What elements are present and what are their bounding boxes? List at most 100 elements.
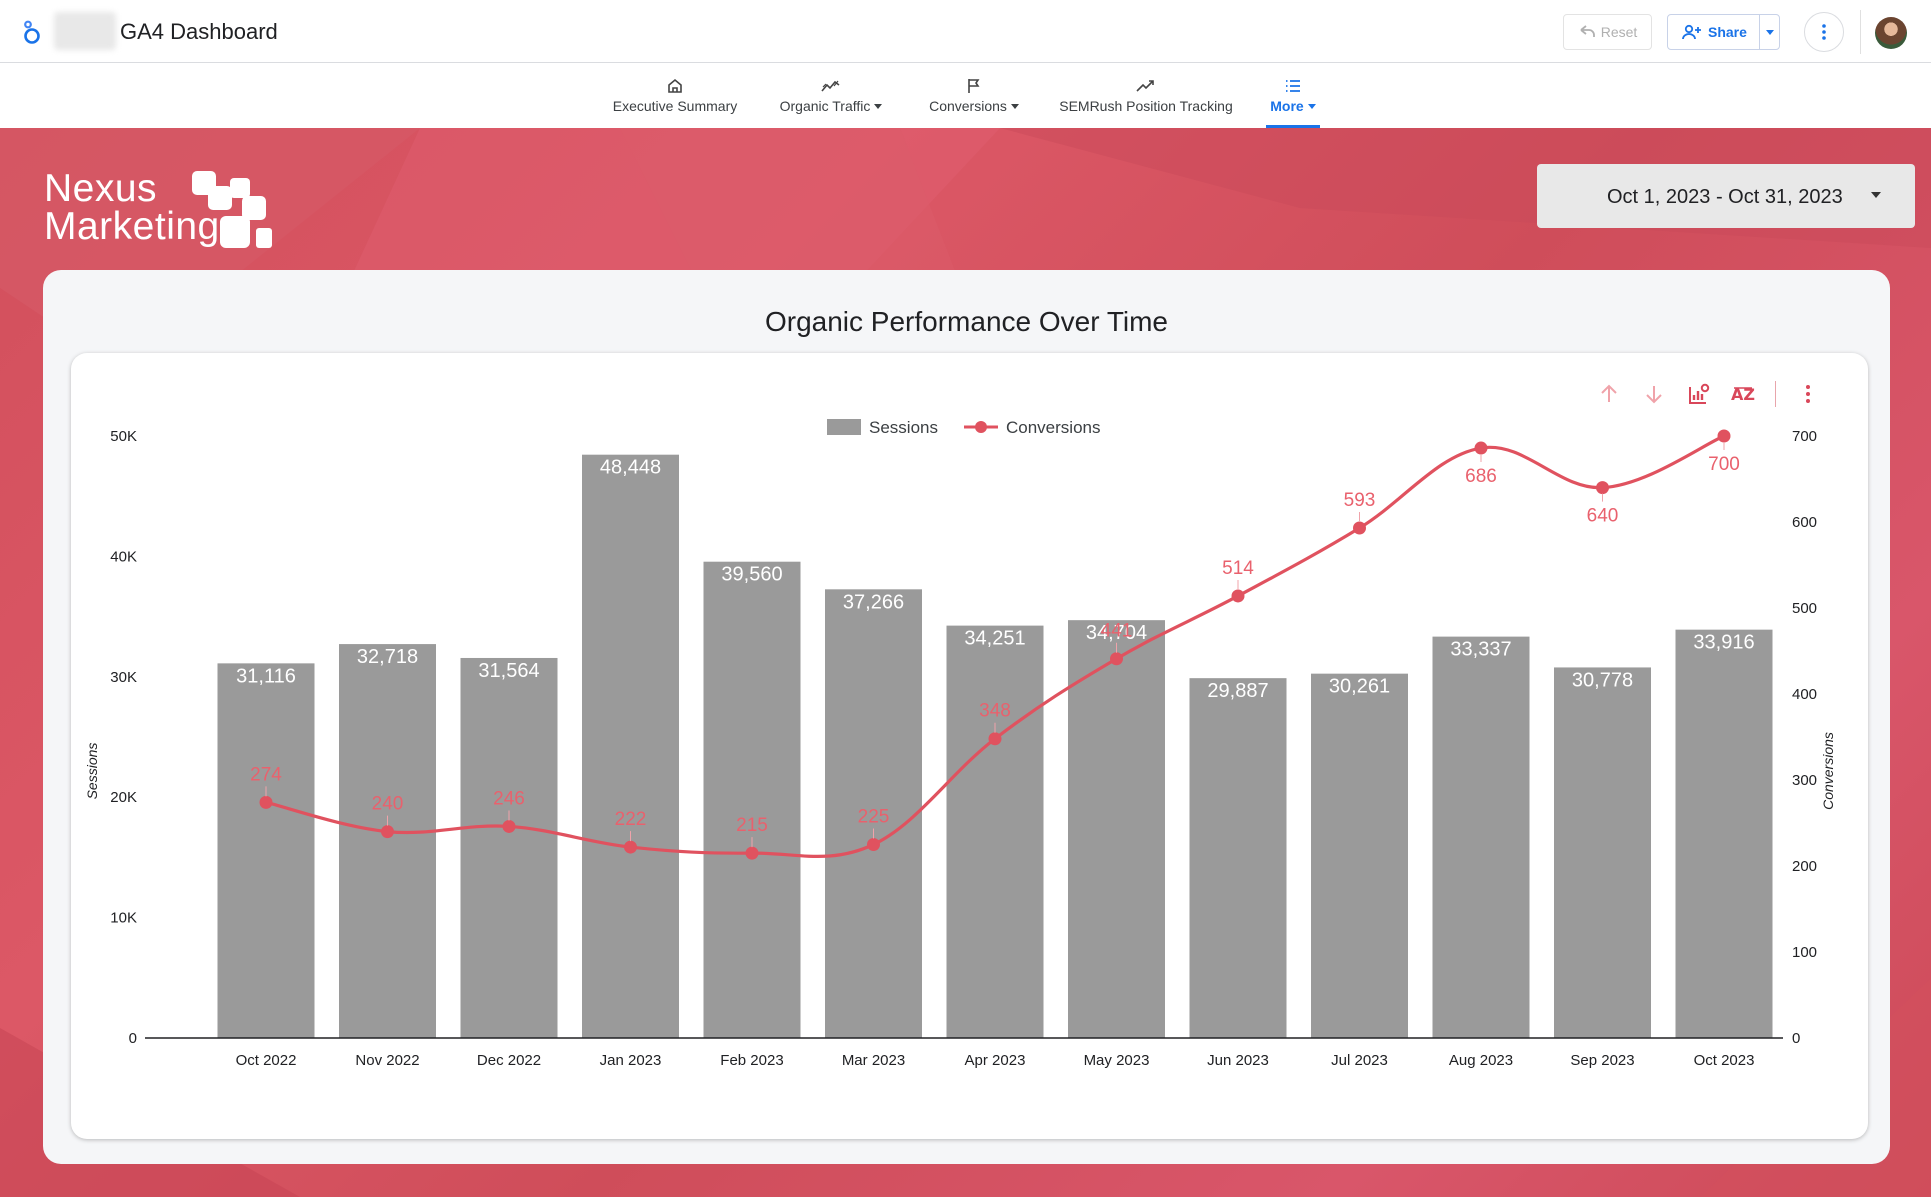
y-right-tick-label: 400 bbox=[1792, 686, 1817, 703]
trending-icon bbox=[821, 80, 840, 92]
chevron-down-icon bbox=[874, 103, 883, 109]
home-icon bbox=[668, 78, 682, 93]
y-right-axis-title: Conversions bbox=[1820, 732, 1836, 810]
conversions-value-label: 225 bbox=[858, 807, 890, 828]
bar-value-label: 34,704 bbox=[1086, 622, 1147, 644]
chart-card[interactable]: 0 10K 20K 30K 40K 50K 0 100 200 300 400 500 600 700 Se… bbox=[71, 353, 1868, 1139]
bar-value-label: 33,337 bbox=[1450, 639, 1511, 661]
bar-value-label: 39,560 bbox=[721, 564, 782, 586]
arrow-down-icon bbox=[1646, 386, 1662, 404]
bar-value-label: 33,916 bbox=[1693, 632, 1754, 654]
conversions-value-label: 640 bbox=[1587, 506, 1619, 527]
x-tick-label: Jul 2023 bbox=[1331, 1052, 1388, 1069]
y-left-tick-label: 10K bbox=[110, 910, 137, 927]
nav-label: More bbox=[1270, 98, 1304, 114]
conversions-point bbox=[381, 825, 394, 839]
nav-label: Conversions bbox=[929, 98, 1007, 114]
trending-up-icon bbox=[1136, 80, 1154, 92]
y-right-tick-label: 700 bbox=[1792, 428, 1817, 445]
conversions-value-label: 441 bbox=[1101, 621, 1133, 642]
y-right-tick-label: 100 bbox=[1792, 944, 1817, 961]
drill-down-button[interactable] bbox=[1681, 379, 1717, 409]
chart-menu-button[interactable] bbox=[1790, 379, 1826, 409]
workspace-name-blurred bbox=[54, 12, 116, 50]
x-tick-label: Feb 2023 bbox=[720, 1052, 783, 1069]
nav-tab-conversions[interactable]: Conversions bbox=[918, 64, 1030, 128]
nav-tab-semrush-position-tracking[interactable]: SEMRush Position Tracking bbox=[1054, 64, 1238, 128]
conversions-point bbox=[745, 846, 759, 860]
share-label: Share bbox=[1708, 24, 1747, 40]
more-options-button[interactable] bbox=[1804, 12, 1844, 52]
chart-toolbar: AZ bbox=[1591, 379, 1835, 409]
brand-name-line2: Marketing bbox=[44, 205, 220, 248]
conversions-value-label: 240 bbox=[372, 794, 404, 815]
conversions-point bbox=[502, 819, 516, 833]
y-left-tick-label: 50K bbox=[110, 428, 137, 445]
bar-value-label: 31,116 bbox=[236, 665, 296, 687]
bar-value-label: 32,718 bbox=[357, 646, 418, 668]
kebab-menu-icon bbox=[1822, 24, 1826, 40]
share-main-button[interactable]: Share bbox=[1668, 15, 1760, 49]
list-icon bbox=[1286, 80, 1300, 92]
share-button[interactable]: Share bbox=[1667, 14, 1780, 50]
share-dropdown-button[interactable] bbox=[1760, 29, 1779, 35]
reset-label: Reset bbox=[1600, 24, 1638, 40]
legend-label-conversions: Conversions bbox=[1006, 418, 1101, 437]
y-right-tick-label: 600 bbox=[1792, 514, 1817, 531]
conversions-value-label: 274 bbox=[250, 764, 282, 785]
bar-sessions bbox=[1675, 629, 1773, 1038]
y-left-tick-label: 40K bbox=[110, 548, 137, 565]
legend-swatch-sessions bbox=[827, 419, 861, 435]
x-tick-label: Nov 2022 bbox=[355, 1052, 419, 1069]
report-title[interactable]: GA4 Dashboard bbox=[120, 19, 278, 44]
conversions-point bbox=[988, 732, 1002, 746]
svg-text:AZ: AZ bbox=[1731, 385, 1755, 404]
sort-ascending-button[interactable] bbox=[1591, 379, 1627, 409]
chevron-down-icon bbox=[1765, 29, 1774, 35]
brand-mark-icon bbox=[192, 171, 272, 248]
reset-button[interactable]: Reset bbox=[1563, 14, 1652, 50]
y-right-tick-label: 200 bbox=[1792, 858, 1817, 875]
chevron-down-icon bbox=[1307, 103, 1316, 109]
sort-az-icon: AZ bbox=[1731, 385, 1755, 404]
nav-tab-more[interactable]: More bbox=[1266, 64, 1320, 128]
top-bar: GA4 Dashboard Reset Share bbox=[0, 0, 1931, 63]
conversions-point bbox=[1110, 652, 1123, 666]
bar-value-label: 31,564 bbox=[478, 660, 539, 682]
chart-settings-icon bbox=[1689, 383, 1710, 404]
nav-tab-executive-summary[interactable]: Executive Summary bbox=[606, 64, 744, 128]
conversions-value-label: 348 bbox=[979, 701, 1011, 722]
x-tick-label: Aug 2023 bbox=[1449, 1052, 1513, 1069]
conversions-value-label: 514 bbox=[1222, 558, 1254, 579]
nav-label: Executive Summary bbox=[612, 98, 738, 114]
conversions-value-label: 593 bbox=[1344, 490, 1376, 511]
sort-az-button[interactable]: AZ bbox=[1726, 379, 1762, 409]
x-tick-label: Jun 2023 bbox=[1207, 1052, 1269, 1069]
toolbar-divider bbox=[1775, 381, 1776, 407]
bar-sessions bbox=[1189, 678, 1287, 1038]
nav-tab-organic-traffic[interactable]: Organic Traffic bbox=[768, 64, 894, 128]
kebab-menu-icon bbox=[1806, 385, 1810, 403]
avatar[interactable] bbox=[1875, 17, 1907, 49]
date-range-picker[interactable]: Oct 1, 2023 - Oct 31, 2023 bbox=[1537, 164, 1915, 228]
y-right-tick-label: 300 bbox=[1792, 772, 1817, 789]
bar-value-label: 34,251 bbox=[964, 628, 1025, 650]
brand-logo: Nexus Marketing bbox=[44, 169, 220, 248]
looker-studio-logo-icon[interactable] bbox=[20, 18, 44, 46]
x-tick-label: Mar 2023 bbox=[842, 1052, 905, 1069]
bar-value-label: 30,778 bbox=[1572, 669, 1633, 691]
conversions-value-label: 246 bbox=[493, 788, 525, 809]
bar-sessions bbox=[946, 625, 1044, 1038]
bar-sessions bbox=[703, 561, 801, 1038]
bar-sessions bbox=[1554, 667, 1651, 1038]
bar-sessions bbox=[460, 657, 558, 1038]
x-tick-label: Sep 2023 bbox=[1570, 1052, 1634, 1069]
y-left-axis-title: Sessions bbox=[84, 743, 100, 800]
bar-sessions bbox=[1068, 620, 1165, 1038]
combo-chart: 0 10K 20K 30K 40K 50K 0 100 200 300 400 500 600 700 Se… bbox=[84, 418, 1836, 1069]
chevron-down-icon bbox=[1871, 192, 1881, 198]
date-range-label: Oct 1, 2023 - Oct 31, 2023 bbox=[1607, 186, 1843, 208]
x-tick-label: Oct 2023 bbox=[1694, 1052, 1755, 1069]
legend-marker-conversions bbox=[975, 421, 987, 433]
sort-descending-button[interactable] bbox=[1636, 379, 1672, 409]
